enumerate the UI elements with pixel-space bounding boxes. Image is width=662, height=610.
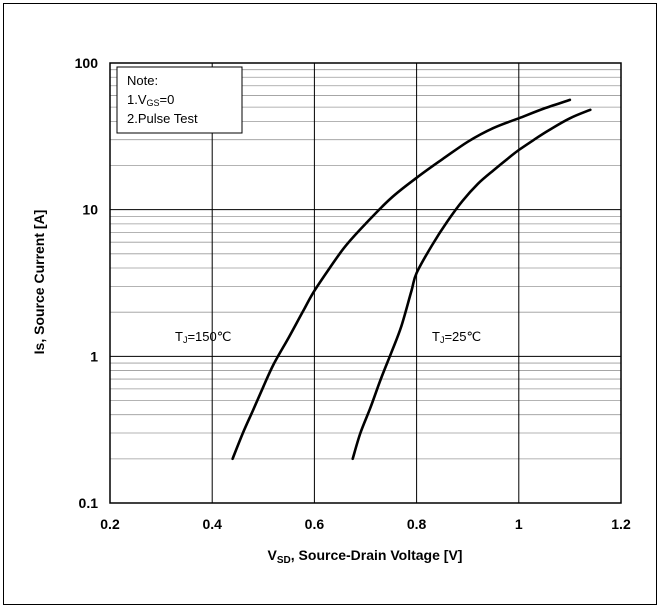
note-title: Note:: [127, 73, 158, 88]
x-tick-label: 0.8: [407, 516, 427, 532]
note-line2: 2.Pulse Test: [127, 111, 198, 126]
x-tick-label: 1: [515, 516, 523, 532]
series-label-tj25: TJ=25℃: [432, 329, 481, 345]
series-line-tj150: [231, 98, 572, 461]
x-tick-label: 0.4: [202, 516, 222, 532]
x-tick-label: 1.2: [611, 516, 631, 532]
note-box: Note: 1.VGS=0 2.Pulse Test: [116, 66, 243, 134]
x-axis-label: VSD, Source-Drain Voltage [V]: [268, 547, 463, 566]
series-line-tj25: [351, 108, 592, 461]
y-axis-label: Is, Source Current [A]: [31, 210, 47, 355]
y-tick-labels: 0.1 1 10 100: [75, 55, 99, 511]
series-label-tj150: TJ=150℃: [175, 329, 231, 345]
y-tick-label: 0.1: [79, 495, 99, 511]
y-tick-label: 10: [82, 202, 98, 218]
x-tick-label: 0.6: [305, 516, 325, 532]
x-tick-labels: 0.2 0.4 0.6 0.8 1 1.2: [100, 516, 631, 532]
series-layer: [231, 98, 592, 461]
note-box-border: [116, 66, 243, 134]
y-tick-label: 100: [75, 55, 99, 71]
x-tick-label: 0.2: [100, 516, 120, 532]
y-tick-label: 1: [90, 348, 98, 364]
plot-area: [109, 62, 622, 504]
note-line1: 1.VGS=0: [127, 92, 174, 108]
chart-frame: [3, 3, 657, 605]
